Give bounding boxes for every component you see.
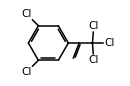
Text: Cl: Cl [22, 9, 32, 19]
Text: Cl: Cl [88, 21, 99, 31]
Text: Cl: Cl [88, 55, 99, 65]
Text: Cl: Cl [22, 67, 32, 77]
Text: Cl: Cl [104, 38, 115, 48]
